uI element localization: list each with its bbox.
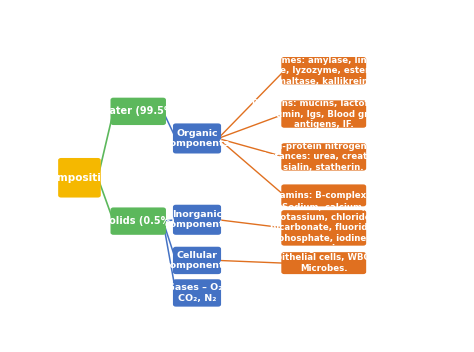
Text: Gases – O₂,
CO₂, N₂: Gases – O₂, CO₂, N₂ bbox=[167, 283, 227, 303]
FancyBboxPatch shape bbox=[281, 184, 366, 206]
FancyBboxPatch shape bbox=[173, 205, 221, 235]
FancyBboxPatch shape bbox=[281, 143, 366, 171]
FancyBboxPatch shape bbox=[110, 207, 166, 235]
Text: Epithelial cells, WBCs,
Microbes.: Epithelial cells, WBCs, Microbes. bbox=[270, 253, 378, 273]
FancyBboxPatch shape bbox=[281, 100, 366, 128]
Text: Vitamins: B-complex, C.: Vitamins: B-complex, C. bbox=[265, 191, 382, 200]
Text: Inorganic
components: Inorganic components bbox=[164, 210, 229, 230]
FancyBboxPatch shape bbox=[110, 98, 166, 125]
FancyBboxPatch shape bbox=[173, 279, 221, 307]
Text: Enzymes: amylase, lingual
lipase, lyzozyme, esterase,
maltase, kallikrein.: Enzymes: amylase, lingual lipase, lyzozy… bbox=[257, 56, 390, 86]
Text: Organic
components: Organic components bbox=[164, 129, 229, 148]
Text: Proteins: mucins, lactoferrin,
albumin, Igs, Blood group
antigens, IF.: Proteins: mucins, lactoferrin, albumin, … bbox=[252, 99, 395, 129]
FancyBboxPatch shape bbox=[281, 57, 366, 84]
Text: Solids (0.5%): Solids (0.5%) bbox=[102, 216, 174, 226]
FancyBboxPatch shape bbox=[58, 158, 101, 197]
Text: Cellular
components: Cellular components bbox=[164, 251, 229, 270]
Text: Water (99.5%): Water (99.5%) bbox=[99, 106, 178, 117]
FancyBboxPatch shape bbox=[173, 247, 221, 274]
FancyBboxPatch shape bbox=[281, 210, 366, 246]
Text: Sodium, calcium,
potassium, chloride,
bicarbonate, fluoride,
phosphate, iodine,
: Sodium, calcium, potassium, chloride, bi… bbox=[270, 203, 377, 253]
Text: Non-protein nitrogenous
substances: urea, creatinine,
sialin, statherin.: Non-protein nitrogenous substances: urea… bbox=[252, 142, 395, 172]
FancyBboxPatch shape bbox=[173, 124, 221, 153]
FancyBboxPatch shape bbox=[281, 252, 366, 274]
Text: Composition: Composition bbox=[43, 173, 116, 183]
